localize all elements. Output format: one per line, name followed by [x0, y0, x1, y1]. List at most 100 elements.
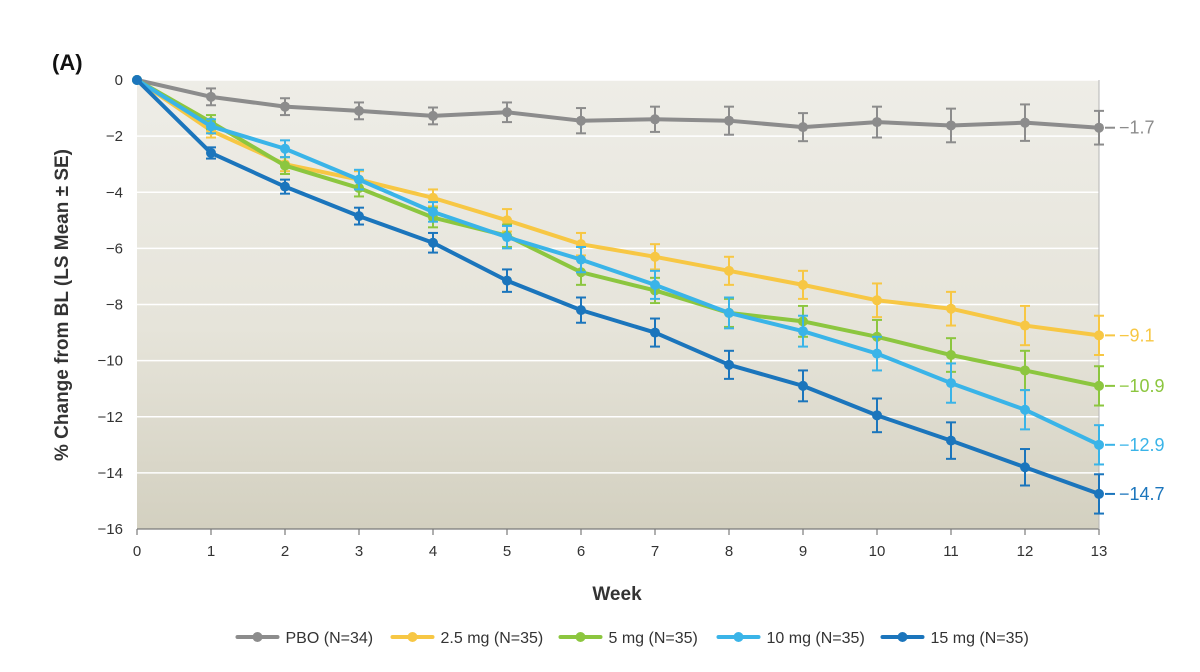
- end-label: −10.9: [1119, 376, 1165, 396]
- x-tick-label: 5: [503, 543, 511, 560]
- data-point: [206, 91, 216, 102]
- data-point: [1094, 330, 1104, 341]
- data-point: [724, 307, 734, 318]
- data-point: [946, 378, 956, 389]
- x-tick-label: 2: [281, 543, 289, 560]
- data-point: [872, 410, 882, 421]
- data-point: [798, 279, 808, 290]
- data-point: [280, 101, 290, 112]
- x-tick-label: 11: [943, 543, 959, 560]
- data-point: [798, 380, 808, 391]
- data-point: [946, 350, 956, 361]
- data-point: [1094, 439, 1104, 450]
- series-line: [135, 78, 1101, 496]
- legend-label: PBO (N=34): [286, 630, 374, 647]
- legend-label: 15 mg (N=35): [931, 630, 1029, 647]
- data-point: [428, 110, 438, 121]
- series-line: [135, 78, 1101, 447]
- legend-item: 10 mg (N=35): [716, 630, 865, 647]
- data-point: [206, 121, 216, 132]
- data-point: [428, 192, 438, 203]
- data-point: [354, 105, 364, 116]
- legend-swatch-marker: [252, 632, 263, 642]
- data-point: [280, 181, 290, 192]
- data-point: [502, 107, 512, 118]
- data-point: [1020, 320, 1030, 331]
- data-point: [650, 327, 660, 338]
- end-label: −12.9: [1119, 435, 1165, 455]
- data-point: [1020, 462, 1030, 473]
- series-line: [135, 78, 1101, 130]
- data-point: [502, 232, 512, 243]
- y-tick-label: −14: [98, 465, 123, 482]
- data-point: [724, 115, 734, 126]
- data-point: [502, 275, 512, 286]
- x-tick-label: 3: [355, 543, 363, 560]
- data-point: [872, 117, 882, 128]
- data-point: [946, 435, 956, 446]
- data-point: [280, 160, 290, 171]
- x-tick-label: 8: [725, 543, 733, 560]
- data-point: [576, 305, 586, 316]
- data-point: [798, 122, 808, 133]
- series-line: [135, 78, 1101, 388]
- data-point: [428, 237, 438, 248]
- data-point: [1094, 488, 1104, 499]
- data-point: [650, 279, 660, 290]
- x-tick-label: 1: [207, 543, 215, 560]
- series-5: [132, 75, 1104, 515]
- x-axis-title: Week: [592, 584, 642, 605]
- data-point: [280, 143, 290, 154]
- data-point: [798, 326, 808, 337]
- data-point: [946, 120, 956, 131]
- x-tick-label: 4: [429, 543, 437, 560]
- y-axis-title: % Change from BL (LS Mean ± SE): [52, 149, 73, 461]
- legend-label: 10 mg (N=35): [767, 630, 865, 647]
- y-tick-label: −6: [106, 240, 123, 257]
- y-tick-label: −2: [106, 128, 123, 145]
- legend-swatch-marker: [733, 632, 744, 642]
- y-tick-label: −10: [98, 353, 123, 370]
- x-tick-label: 6: [577, 543, 585, 560]
- data-point: [1020, 117, 1030, 128]
- legend-label: 2.5 mg (N=35): [441, 630, 544, 647]
- legend-swatch-marker: [407, 632, 418, 642]
- series-line: [135, 78, 1101, 338]
- legend-swatch-marker: [897, 632, 908, 642]
- data-point: [502, 215, 512, 226]
- data-point: [576, 254, 586, 265]
- end-label: −9.1: [1119, 325, 1155, 345]
- legend-item: PBO (N=34): [235, 630, 374, 647]
- axes: 0−2−4−6−8−10−12−14−160 1 2 3 4 5 6 7 8 9 10 11 12 13: [98, 72, 1108, 560]
- legend: PBO (N=34) 2.5 mg (N=35) 5 mg (N=35) 10 mg …: [235, 630, 1029, 647]
- data-point: [650, 251, 660, 262]
- data-point: [1020, 404, 1030, 415]
- data-point: [1094, 122, 1104, 133]
- data-point: [1020, 365, 1030, 376]
- x-tick-label: 10: [869, 543, 886, 560]
- y-tick-label: −4: [106, 184, 123, 201]
- y-tick-label: −12: [98, 409, 123, 426]
- data-point: [724, 359, 734, 370]
- data-point: [576, 115, 586, 126]
- y-tick-label: −16: [98, 521, 123, 538]
- data-point: [428, 206, 438, 217]
- data-point: [872, 348, 882, 359]
- data-point: [206, 147, 216, 158]
- data-point: [132, 75, 142, 85]
- panel-label: (A): [52, 50, 83, 75]
- x-tick-label: 0: [133, 543, 141, 560]
- data-point: [354, 174, 364, 185]
- data-point: [724, 265, 734, 276]
- legend-swatch-marker: [575, 632, 586, 642]
- legend-label: 5 mg (N=35): [609, 630, 698, 647]
- y-tick-label: 0: [115, 72, 123, 89]
- legend-item: 5 mg (N=35): [558, 630, 698, 647]
- x-tick-label: 9: [799, 543, 807, 560]
- end-label: −14.7: [1119, 484, 1165, 504]
- end-labels: −1.7 −9.1 −10.9 −12.9 −14.7: [1105, 118, 1165, 504]
- x-tick-label: 7: [651, 543, 659, 560]
- data-point: [872, 295, 882, 306]
